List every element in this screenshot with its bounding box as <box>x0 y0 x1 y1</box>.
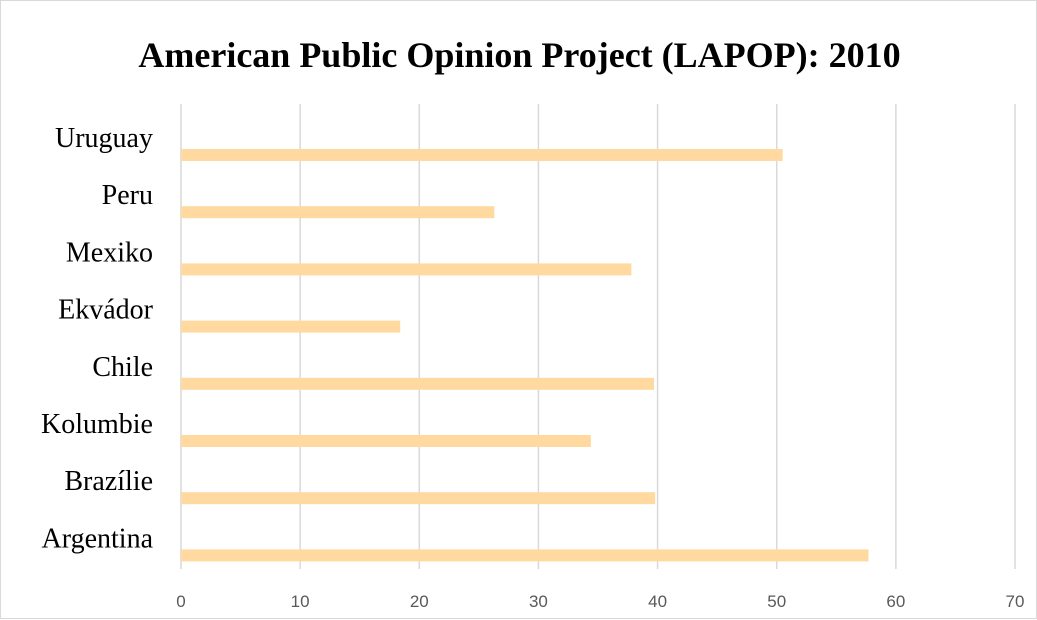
category-label: Uruguay <box>55 123 153 154</box>
x-tick-label: 10 <box>291 592 310 611</box>
category-label: Ekvádor <box>58 295 154 326</box>
bar-ekvádor <box>181 320 401 333</box>
bar-argentina <box>181 549 869 562</box>
x-tick-label: 40 <box>648 592 667 611</box>
bar-brazílie <box>181 492 656 505</box>
x-tick-label: 30 <box>529 592 548 611</box>
bar-mexiko <box>181 263 632 276</box>
category-label: Peru <box>102 180 153 211</box>
x-tick-label: 20 <box>410 592 429 611</box>
bar-chile <box>181 377 654 390</box>
bar-kolumbie <box>181 435 591 447</box>
category-label: Kolumbie <box>41 409 153 440</box>
category-label: Mexiko <box>66 237 153 268</box>
category-label: Brazílie <box>64 466 153 497</box>
x-tick-label: 0 <box>176 592 185 611</box>
x-tick-label: 60 <box>886 592 905 611</box>
chart-title: American Public Opinion Project (LAPOP):… <box>138 35 901 75</box>
x-tick-label: 70 <box>1006 592 1025 611</box>
bar-uruguay <box>181 149 783 161</box>
bar-peru <box>181 206 495 219</box>
x-tick-label: 50 <box>767 592 786 611</box>
category-label: Chile <box>92 352 153 383</box>
category-label: Argentina <box>42 523 154 554</box>
